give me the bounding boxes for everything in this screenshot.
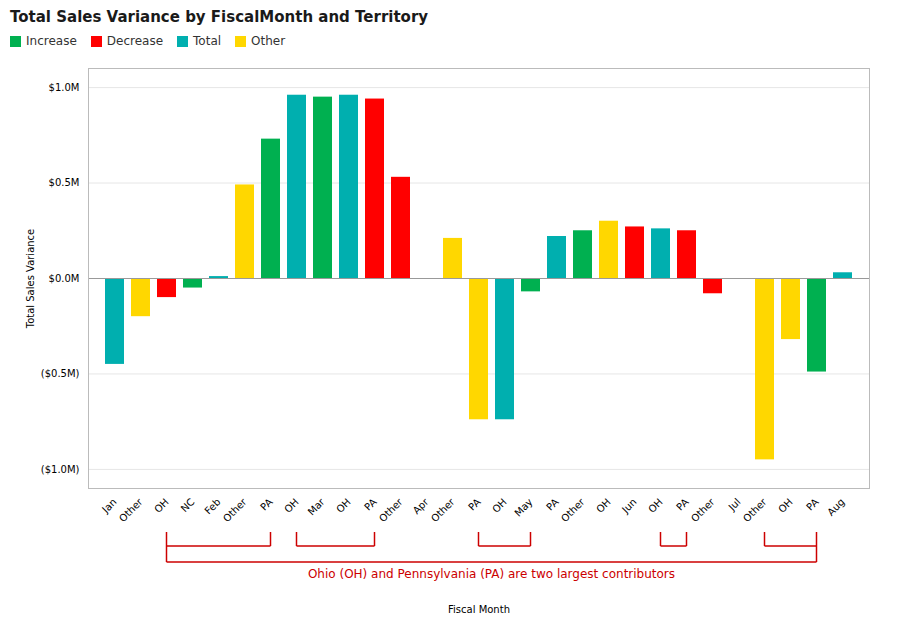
- svg-text:Other: Other: [429, 496, 457, 524]
- svg-text:PA: PA: [674, 496, 691, 513]
- svg-text:Other: Other: [741, 496, 769, 524]
- svg-text:OH: OH: [152, 496, 171, 515]
- svg-text:OH: OH: [776, 496, 795, 515]
- svg-text:Jul: Jul: [726, 496, 743, 513]
- svg-text:Ohio (OH) and Pennsylvania (PA: Ohio (OH) and Pennsylvania (PA) are two …: [308, 567, 675, 581]
- html-text:Increase: Increase: [26, 34, 77, 48]
- html-text:Other: Other: [251, 34, 286, 48]
- html-text:Decrease: Decrease: [106, 34, 164, 48]
- svg-text:Other: Other: [559, 496, 587, 524]
- svg-text:OH: OH: [646, 496, 665, 515]
- svg-text:OH: OH: [334, 496, 353, 515]
- svg-text:OH: OH: [594, 496, 613, 515]
- html-text:Total Sales Variance by Fiscal: Total Sales Variance by FiscalMonth and …: [10, 8, 429, 26]
- svg-text:PA: PA: [258, 496, 275, 513]
- svg-text:($1.0M): ($1.0M): [41, 464, 80, 475]
- svg-text:$1.0M: $1.0M: [49, 82, 80, 93]
- svg-text:$0.5M: $0.5M: [49, 177, 80, 188]
- svg-text:Feb: Feb: [202, 496, 222, 516]
- svg-text:OH: OH: [282, 496, 301, 515]
- html-text:Total: Total: [193, 34, 222, 48]
- svg-text:Jun: Jun: [619, 496, 639, 516]
- svg-text:PA: PA: [804, 496, 821, 513]
- svg-text:NC: NC: [179, 496, 197, 514]
- svg-text:Fiscal Month: Fiscal Month: [448, 604, 510, 615]
- svg-text:PA: PA: [362, 496, 379, 513]
- svg-text:Total Sales Variance: Total Sales Variance: [25, 229, 36, 330]
- svg-text:Aug: Aug: [825, 496, 847, 518]
- svg-text:Mar: Mar: [306, 496, 328, 518]
- svg-text:PA: PA: [466, 496, 483, 513]
- svg-text:Other: Other: [117, 496, 145, 524]
- svg-text:Other: Other: [221, 496, 249, 524]
- svg-text:May: May: [512, 496, 534, 518]
- svg-text:Other: Other: [377, 496, 405, 524]
- svg-text:($0.5M): ($0.5M): [41, 368, 80, 379]
- svg-text:OH: OH: [490, 496, 509, 515]
- svg-text:Apr: Apr: [411, 496, 432, 517]
- svg-text:Jan: Jan: [99, 496, 118, 515]
- svg-text:$0.0M: $0.0M: [49, 273, 80, 284]
- svg-text:Other: Other: [689, 496, 717, 524]
- svg-text:PA: PA: [544, 496, 561, 513]
